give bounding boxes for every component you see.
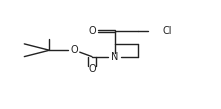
Text: O: O	[71, 45, 78, 55]
Text: O: O	[88, 26, 96, 36]
Text: Cl: Cl	[162, 26, 172, 36]
Text: N: N	[111, 52, 118, 62]
Text: O: O	[88, 64, 96, 74]
